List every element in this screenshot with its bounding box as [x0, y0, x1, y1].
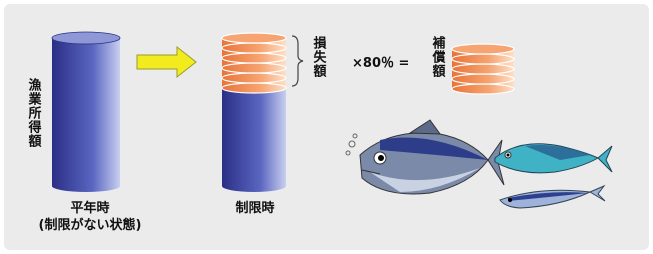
- disc: [222, 53, 286, 63]
- disc: [222, 33, 286, 43]
- income-label: 漁業所得額: [26, 77, 43, 148]
- disc: [222, 63, 286, 73]
- normal-subcaption: (制限がない状態): [39, 217, 142, 233]
- income-cylinder: [52, 32, 120, 192]
- disc: [452, 74, 514, 84]
- disc: [452, 54, 514, 64]
- compensation-stack: [452, 44, 514, 94]
- restricted-cylinder: [222, 33, 286, 192]
- disc: [452, 44, 514, 54]
- formula: ×80％ =: [352, 56, 409, 71]
- disc: [222, 73, 286, 83]
- disc: [452, 84, 514, 94]
- normal-caption: 平年時: [70, 200, 109, 216]
- loss-label: 損失額: [311, 35, 328, 78]
- compensation-label: 補償額: [430, 35, 447, 78]
- disc: [452, 64, 514, 74]
- restricted-caption: 制限時: [235, 200, 274, 216]
- disc: [222, 43, 286, 53]
- disc: [222, 83, 286, 93]
- diagram: 漁業所得額 平年時 (制限がない状態) 制限時 損失額 ×80％ = 補償額: [0, 0, 653, 254]
